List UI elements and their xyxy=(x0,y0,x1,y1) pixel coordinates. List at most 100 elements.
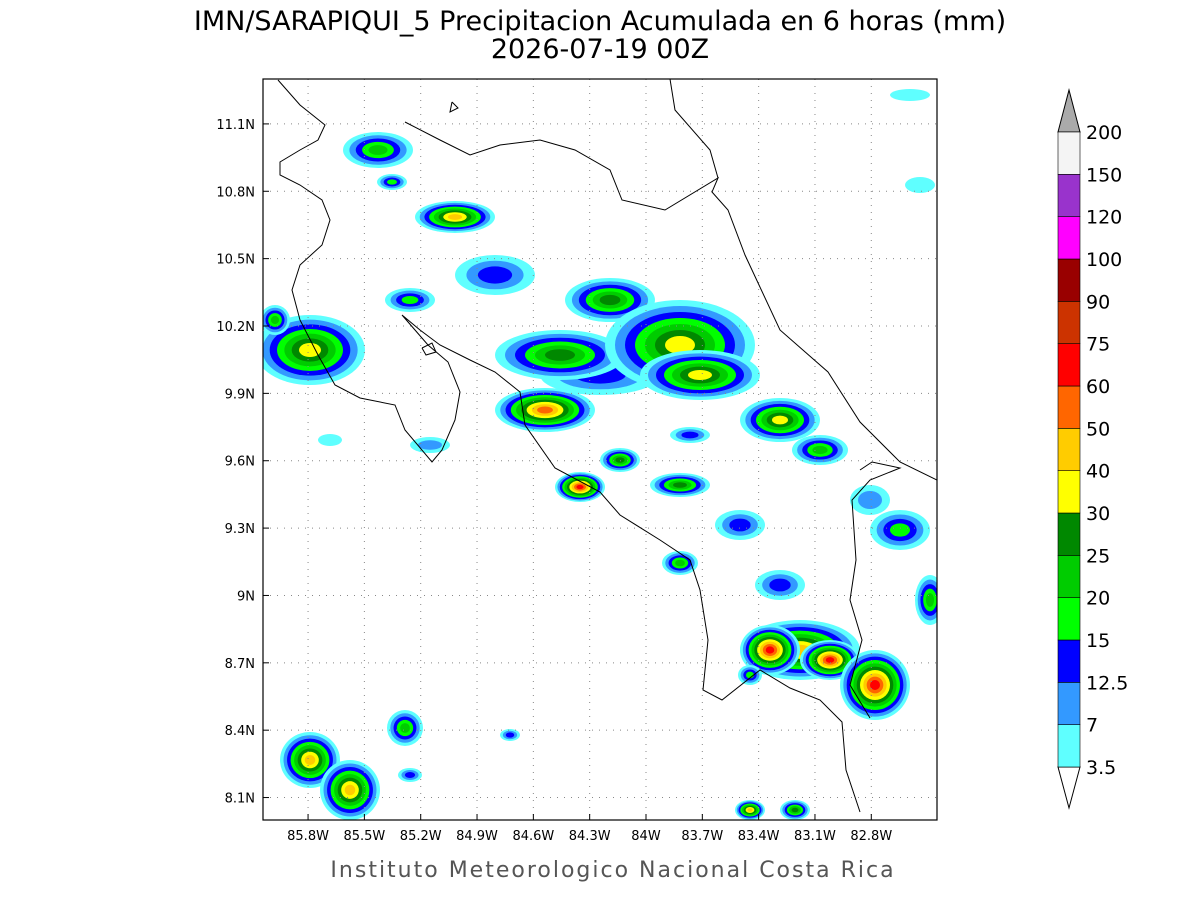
colorbar-segment xyxy=(1057,428,1081,471)
colorbar-segment xyxy=(1057,639,1081,683)
grid xyxy=(263,79,937,820)
colorbar-arrow-low xyxy=(1057,766,1081,810)
precip-area xyxy=(673,482,687,488)
colorbar-segment xyxy=(1057,385,1081,429)
precip-area xyxy=(477,266,513,284)
colorbar-label: 30 xyxy=(1086,503,1110,525)
precip-area xyxy=(401,296,419,304)
precip-area xyxy=(681,431,699,439)
colorbar-segment xyxy=(1057,555,1081,598)
ticks: 85.8W 85.5W 85.2W 84.9W 84.6W 84.3W 84W 83.7W 83… xyxy=(216,118,892,844)
y-tick-label: 9N xyxy=(237,589,255,604)
y-tick-label: 9.6N xyxy=(225,455,255,470)
precip-area xyxy=(576,484,584,490)
colorbar-segment xyxy=(1057,258,1081,302)
y-tick-label: 9.3N xyxy=(225,522,255,537)
precip-area xyxy=(418,440,442,450)
precip-area xyxy=(769,578,791,592)
y-tick-label: 10.5N xyxy=(216,253,255,268)
colorbar-segment xyxy=(1057,174,1081,217)
colorbar-label: 100 xyxy=(1086,249,1122,271)
colorbar-label: 25 xyxy=(1086,545,1110,567)
precip-area xyxy=(505,732,515,738)
precip-area xyxy=(615,457,625,463)
precip-area xyxy=(404,772,416,778)
x-tick-label: 83.7W xyxy=(681,829,723,844)
colorbar-label: 75 xyxy=(1086,334,1110,356)
colorbar-label: 7 xyxy=(1086,715,1098,737)
island xyxy=(421,342,437,356)
y-tick-label: 8.1N xyxy=(225,792,255,807)
colorbar-label: 90 xyxy=(1086,291,1110,313)
y-tick-label: 11.1N xyxy=(216,118,255,133)
colorbar-label: 40 xyxy=(1086,461,1110,483)
x-tick-label: 83.1W xyxy=(794,829,836,844)
y-tick-label: 10.2N xyxy=(216,320,255,335)
precip-layer xyxy=(263,89,937,820)
colorbar-label: 3.5 xyxy=(1086,757,1116,779)
x-tick-label: 84.3W xyxy=(569,829,611,844)
precip-area xyxy=(387,179,397,185)
colorbar-segment xyxy=(1057,682,1081,725)
x-tick-label: 85.2W xyxy=(400,829,442,844)
x-tick-label: 83.4W xyxy=(738,829,780,844)
precip-area xyxy=(304,755,316,765)
x-tick-label: 84.9W xyxy=(456,829,498,844)
footer: Instituto Meteorologico Nacional Costa R… xyxy=(330,858,895,883)
colorbar-label: 60 xyxy=(1086,376,1110,398)
precip-area xyxy=(747,808,753,812)
colorbar-label: 15 xyxy=(1086,630,1110,652)
colorbar-segment xyxy=(1057,131,1081,175)
precip-area xyxy=(447,214,463,220)
precip-area xyxy=(890,523,910,537)
x-tick-label: 84W xyxy=(631,829,661,844)
colorbar-label: 20 xyxy=(1086,588,1110,610)
precip-area xyxy=(400,723,410,733)
colorbar-label: 200 xyxy=(1086,122,1122,144)
colorbar-label: 150 xyxy=(1086,164,1122,186)
colorbar-label: 12.5 xyxy=(1086,672,1128,694)
colorbar: 3.5 7 12.5 15 20 25 30 40 50 60 75 90 100 120 150 200 xyxy=(1057,88,1128,810)
precip-area xyxy=(925,593,935,607)
colorbar-segment xyxy=(1057,470,1081,514)
precip-area xyxy=(545,349,575,361)
colorbar-segment xyxy=(1057,724,1081,768)
inland-line xyxy=(669,79,719,179)
y-tick-label: 8.7N xyxy=(225,657,255,672)
colorbar-segment xyxy=(1057,512,1081,556)
title: IMN/SARAPIQUI_5 Precipitacion Acumulada … xyxy=(194,6,1006,37)
precip-area xyxy=(270,315,280,325)
colorbar-label: 50 xyxy=(1086,418,1110,440)
precip-area xyxy=(537,406,553,414)
precip-area xyxy=(825,657,835,663)
coastlines xyxy=(277,79,937,813)
colorbar-label: 120 xyxy=(1086,207,1122,229)
precip-area xyxy=(729,518,751,532)
colorbar-segment xyxy=(1057,216,1081,260)
precip-area xyxy=(688,370,712,380)
lake xyxy=(449,101,459,113)
x-tick-label: 84.6W xyxy=(512,829,554,844)
colorbar-arrow-high xyxy=(1057,88,1081,133)
precip-area xyxy=(368,145,388,155)
precip-area xyxy=(665,336,695,354)
precip-area xyxy=(772,415,788,425)
pacific-coast xyxy=(277,79,861,813)
precip-area xyxy=(299,343,321,357)
map-frame xyxy=(262,78,938,821)
precip-area xyxy=(599,294,621,306)
subtitle: 2026-07-19 00Z xyxy=(491,34,709,65)
x-tick-label: 85.5W xyxy=(343,829,385,844)
precip-area xyxy=(890,89,930,101)
colorbar-segment xyxy=(1057,301,1081,344)
border xyxy=(849,461,902,719)
precip-area xyxy=(318,434,342,446)
x-tick-label: 85.8W xyxy=(287,829,329,844)
precip-area xyxy=(344,784,356,796)
precip-area xyxy=(870,680,880,690)
y-tick-label: 10.8N xyxy=(216,185,255,200)
y-tick-label: 9.9N xyxy=(225,387,255,402)
precip-area xyxy=(905,177,935,193)
precip-area xyxy=(858,491,882,509)
